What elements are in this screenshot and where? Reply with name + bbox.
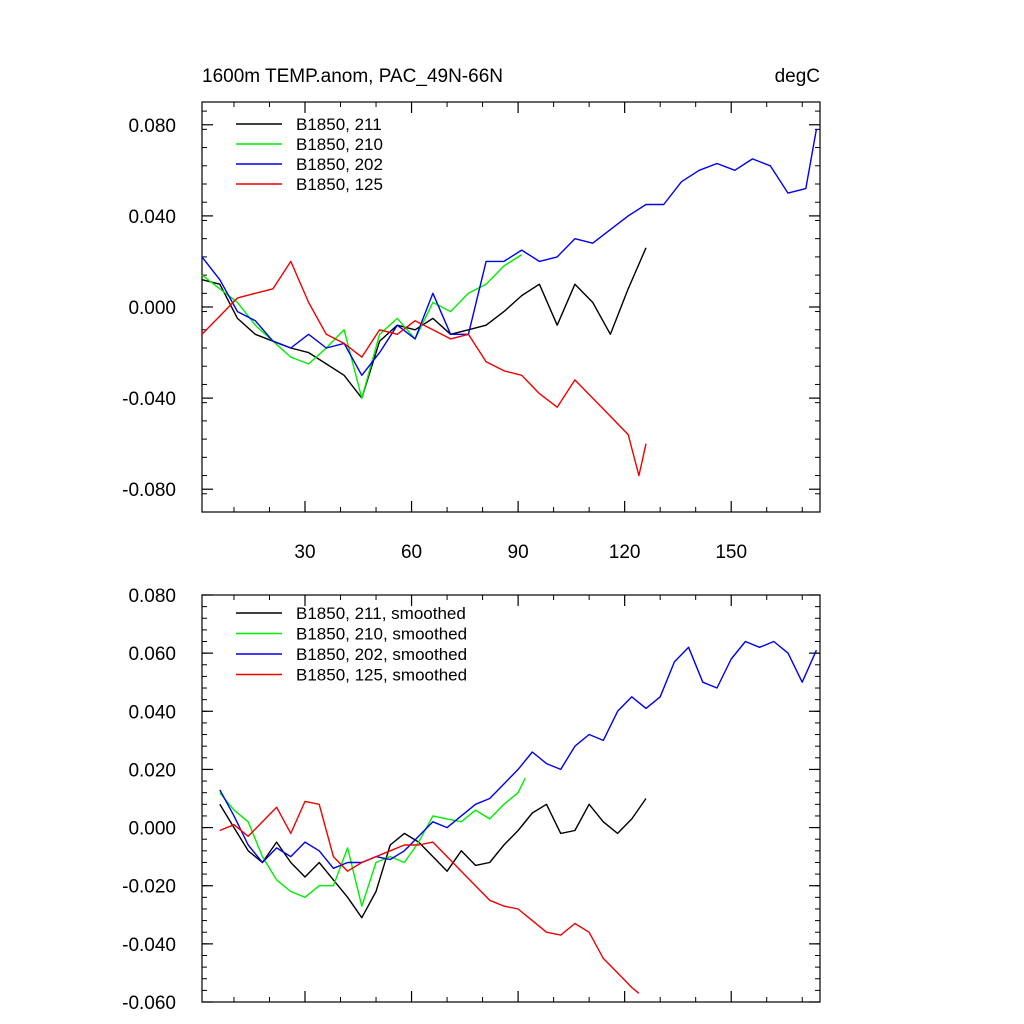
x-tick-label: 30 <box>294 542 315 563</box>
y-tick-label: 0.020 <box>128 760 176 781</box>
x-tick-label: 120 <box>609 542 641 563</box>
series-line-b1850-210 <box>201 254 523 399</box>
y-tick-label: 0.060 <box>128 644 176 665</box>
y-tick-label: -0.020 <box>122 877 176 898</box>
series-line-b1850-202 <box>201 129 818 376</box>
plot-frame <box>201 594 821 1003</box>
y-tick-label: 0.000 <box>128 819 176 840</box>
top-chart-title: 1600m TEMP.anom, PAC_49N-66N <box>202 66 503 87</box>
y-tick-label: -0.060 <box>122 993 176 1014</box>
legend-label: B1850, 211, smoothed <box>296 604 466 623</box>
legend-label: B1850, 210, smoothed <box>296 625 467 644</box>
series-line-b1850-210-smoothed <box>219 777 526 907</box>
top-panel: -0.080 -0.040 0.000 0.040 0.080 30 60 90 120 150 B… <box>122 101 821 563</box>
y-tick-label: 0.080 <box>128 586 176 607</box>
legend-label: B1850, 202, smoothed <box>296 645 467 664</box>
x-tick-label: 90 <box>508 542 529 563</box>
y-tick-label: 0.000 <box>128 298 176 319</box>
series-line-b1850-211-smoothed <box>219 798 647 919</box>
series-line-b1850-202-smoothed <box>219 640 818 869</box>
legend-label: B1850, 210 <box>296 135 383 154</box>
series-line-b1850-125-smoothed <box>219 800 640 994</box>
bottom-panel: -0.060 -0.040 -0.020 0.000 0.020 0.040 0.060 0.… <box>122 586 821 1014</box>
top-chart-units: degC <box>775 66 820 87</box>
y-tick-label: -0.040 <box>122 935 176 956</box>
legend-label: B1850, 125 <box>296 175 383 194</box>
y-tick-label: 0.040 <box>128 207 176 228</box>
y-tick-label: -0.080 <box>122 480 176 501</box>
y-tick-label: 0.080 <box>128 116 176 137</box>
x-tick-label: 150 <box>715 542 747 563</box>
series-line-b1850-125 <box>201 260 647 477</box>
legend-label: B1850, 211 <box>296 115 382 134</box>
legend-label: B1850, 202 <box>296 155 383 174</box>
y-tick-label: -0.040 <box>122 389 176 410</box>
legend-label: B1850, 125, smoothed <box>296 666 467 685</box>
x-tick-label: 60 <box>401 542 422 563</box>
y-tick-label: 0.040 <box>128 702 176 723</box>
